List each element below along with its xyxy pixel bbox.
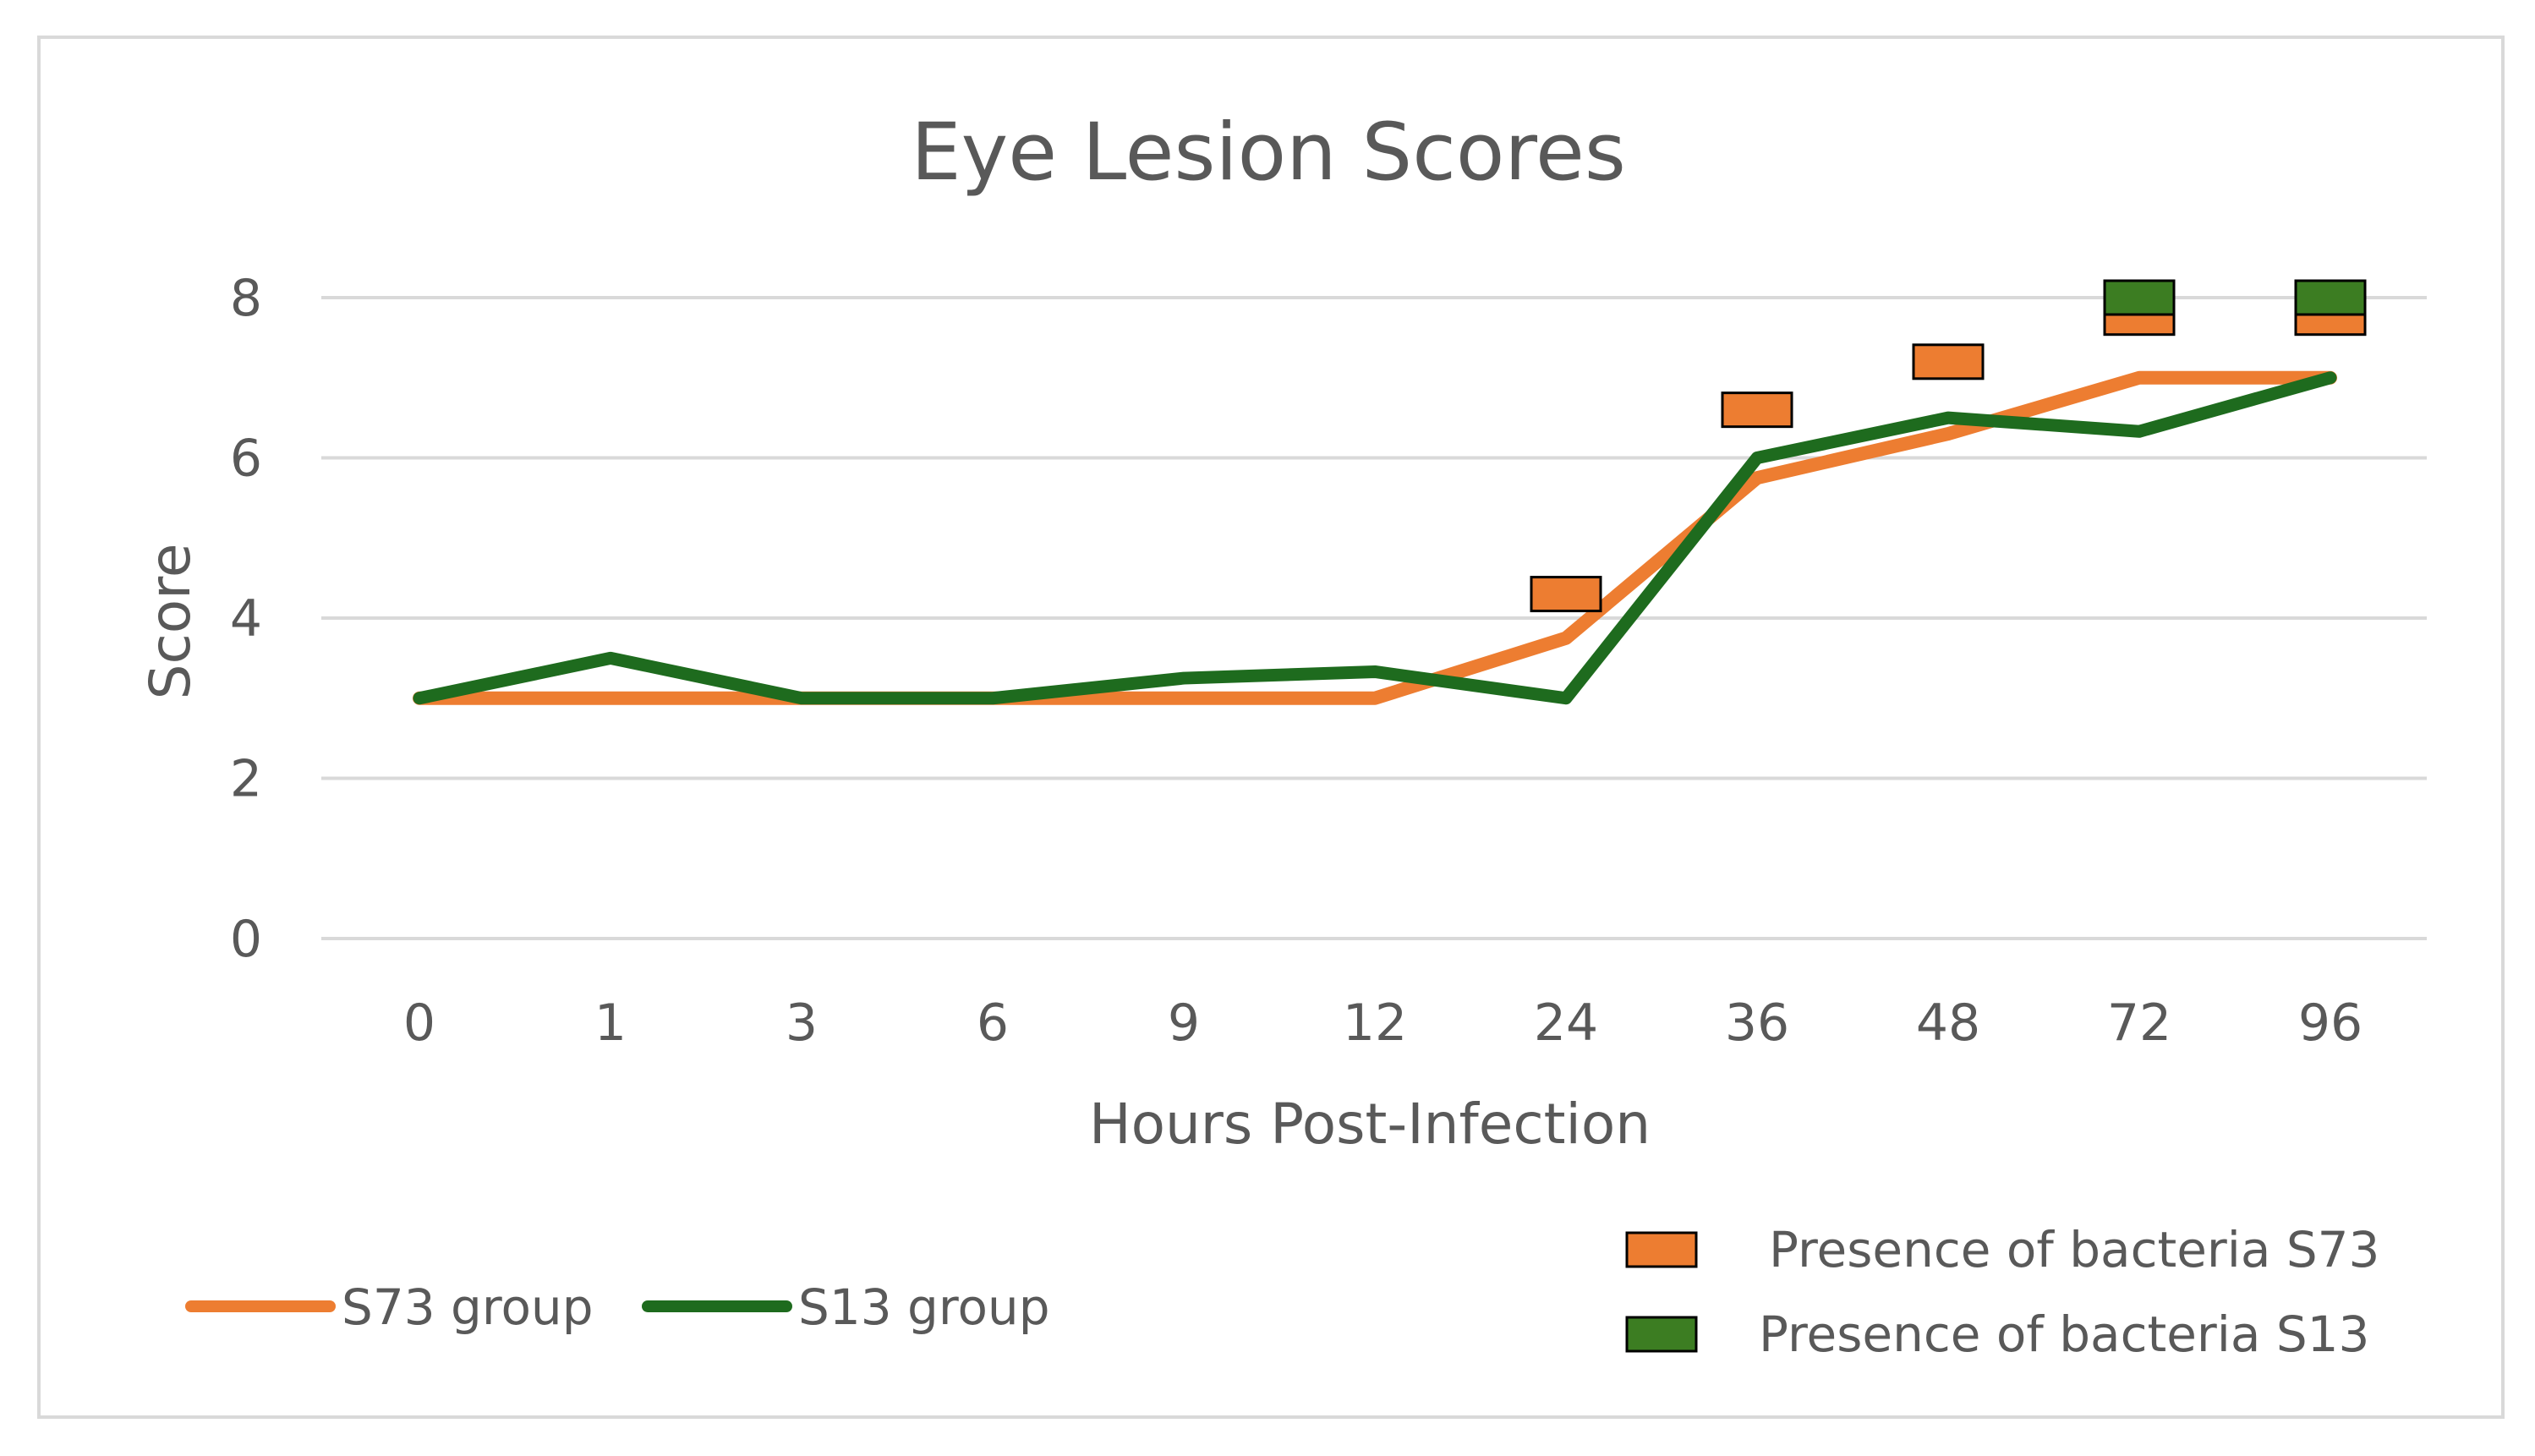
x-tick-label: 96	[2298, 993, 2363, 1053]
x-tick-label: 36	[1725, 993, 1789, 1053]
gridlines	[321, 296, 2427, 940]
bacteria-markers	[1530, 279, 2367, 613]
x-tick-label: 9	[1168, 993, 1200, 1053]
legend-swatch-bacteria-s13	[1625, 1316, 1698, 1353]
chart-title: Eye Lesion Scores	[911, 107, 1626, 199]
chart-border	[37, 36, 2505, 1419]
bacteria-marker-s73	[1530, 576, 1602, 613]
x-tick-label: 0	[403, 993, 435, 1053]
series-lines	[413, 370, 2337, 705]
y-tick-label: 4	[230, 589, 262, 649]
legend-label-bacteria-s73: Presence of bacteria S73	[1769, 1221, 2379, 1278]
legend-label-s13-group: S13 group	[798, 1278, 1050, 1336]
y-axis-label: Score	[138, 544, 203, 700]
y-tick-label: 0	[230, 910, 262, 969]
x-tick-label: 24	[1534, 993, 1598, 1053]
x-tick-label: 48	[1916, 993, 1980, 1053]
legend-label-s73-group: S73 group	[342, 1278, 594, 1336]
x-tick-label: 1	[594, 993, 627, 1053]
legend-swatch-bacteria-s73	[1625, 1231, 1698, 1268]
y-tick-label: 6	[230, 430, 262, 489]
y-tick-labels: 0 2 4 6 8	[230, 269, 262, 969]
x-tick-label: 72	[2107, 993, 2171, 1053]
y-tick-label: 8	[230, 269, 262, 328]
x-axis-label: Hours Post-Infection	[1089, 1092, 1651, 1157]
series-line-s73-group	[413, 370, 2337, 705]
x-tick-label: 12	[1343, 993, 1407, 1053]
legend-markers: Presence of bacteria S73 Presence of bac…	[1625, 1221, 2379, 1363]
legend-lines: S73 group S13 group	[185, 1278, 1050, 1336]
x-tick-label: 3	[786, 993, 818, 1053]
bacteria-marker-s73	[1912, 343, 1985, 380]
legend-label-bacteria-s13: Presence of bacteria S13	[1759, 1305, 2369, 1363]
series-line-s13-group	[413, 371, 2337, 705]
y-tick-label: 2	[230, 750, 262, 809]
x-tick-label: 6	[977, 993, 1009, 1053]
bacteria-marker-s73	[1721, 391, 1793, 429]
bacteria-marker-s13	[2103, 279, 2176, 316]
bacteria-marker-s13	[2294, 279, 2367, 316]
x-tick-labels: 0 1 3 6 9 12 24 36 48 72 96	[403, 993, 2363, 1053]
